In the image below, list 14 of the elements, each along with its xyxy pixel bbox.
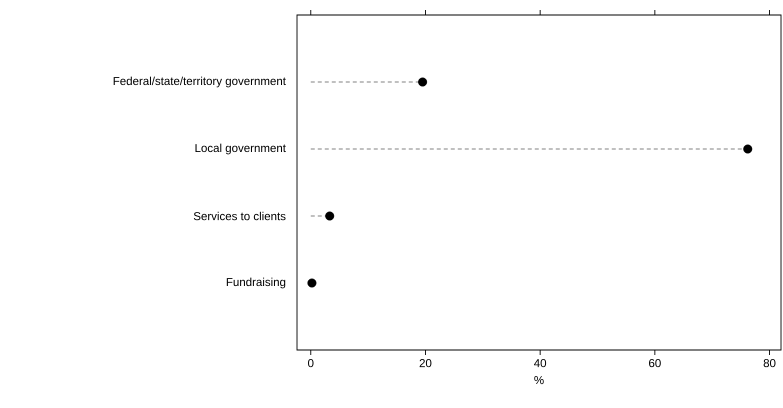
y-tick-label: Services to clients — [194, 212, 286, 220]
y-tick-label: Local government — [195, 144, 286, 154]
x-tick-label: 60 — [649, 359, 661, 368]
x-tick-label: 40 — [534, 359, 546, 368]
y-tick-label: Federal/state/territory government — [114, 76, 286, 88]
x-tick-label: 80 — [764, 359, 776, 368]
point — [418, 78, 428, 87]
y-tick-label: Fundraising — [226, 278, 286, 288]
point — [743, 144, 752, 154]
point — [325, 212, 334, 221]
point — [307, 278, 316, 288]
x-tick-label: 0 — [308, 359, 314, 368]
x-axis-title: % — [534, 376, 544, 384]
x-tick-label: 20 — [420, 359, 432, 368]
